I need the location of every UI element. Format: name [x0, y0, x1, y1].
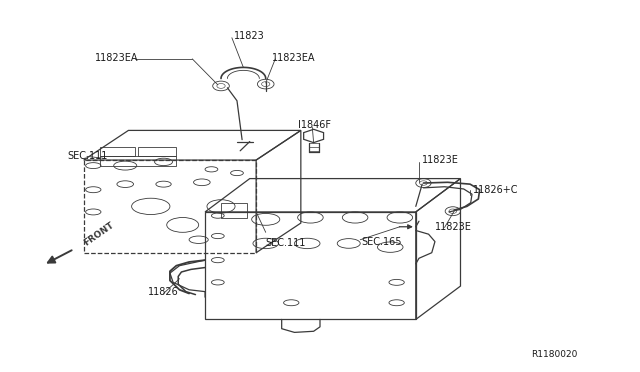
Text: 11823EA: 11823EA	[95, 53, 138, 63]
Text: SEC.165: SEC.165	[362, 237, 402, 247]
Bar	[221, 203, 246, 218]
Bar	[138, 147, 176, 156]
Text: FRONT: FRONT	[82, 221, 115, 248]
Text: 11823: 11823	[234, 31, 264, 41]
Text: SEC.111: SEC.111	[68, 151, 108, 161]
Text: 11823E: 11823E	[422, 155, 459, 165]
Text: 11823EA: 11823EA	[272, 53, 316, 63]
Text: 11826: 11826	[148, 286, 179, 296]
Text: 11826+C: 11826+C	[473, 185, 519, 195]
Bar	[100, 156, 176, 166]
Bar	[100, 147, 135, 156]
Text: 11823E: 11823E	[435, 222, 472, 232]
Text: R1180020: R1180020	[531, 350, 577, 359]
Text: I1846F: I1846F	[298, 120, 331, 130]
Text: SEC.111: SEC.111	[266, 238, 306, 248]
